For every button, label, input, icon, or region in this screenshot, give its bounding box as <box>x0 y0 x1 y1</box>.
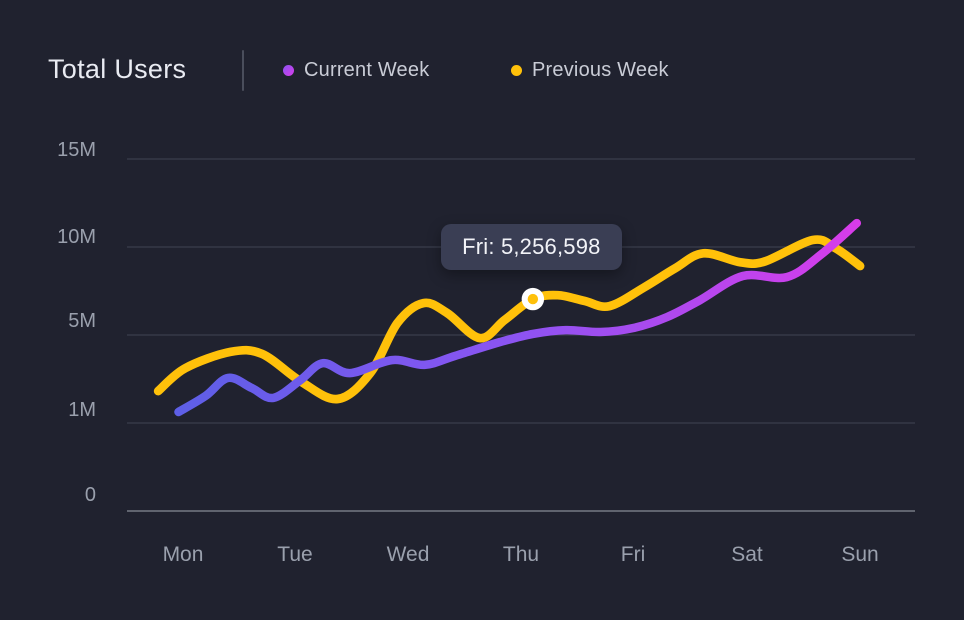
legend-dot-current-week-icon <box>283 65 294 76</box>
current-week-line <box>174 218 862 417</box>
y-tick-15m: 15M <box>57 139 96 161</box>
page-title: Total Users <box>48 54 187 84</box>
x-tick-sun: Sun <box>841 543 879 566</box>
legend-item-current-week[interactable]: Current Week <box>283 58 429 83</box>
x-tick-fri: Fri <box>620 543 646 566</box>
x-tick-sat: Sat <box>731 543 763 566</box>
legend-label-previous-week: Previous Week <box>532 59 669 81</box>
legend-item-previous-week[interactable]: Previous Week <box>511 58 669 83</box>
x-tick-wed: Wed <box>386 543 430 566</box>
legend-label-current-week: Current Week <box>304 59 430 81</box>
x-tick-tue: Tue <box>277 543 313 566</box>
marker-dot-icon <box>527 293 539 305</box>
y-tick-0: 0 <box>84 484 96 506</box>
x-tick-thu: Thu <box>502 543 540 566</box>
y-tick-10m: 10M <box>57 226 96 248</box>
legend-dot-previous-week-icon <box>511 65 522 76</box>
y-tick-1m: 1M <box>68 399 96 421</box>
chart-tooltip: Fri: 5,256,598 <box>440 224 622 271</box>
header-divider <box>242 50 244 91</box>
y-tick-5m: 5M <box>68 310 96 332</box>
x-tick-mon: Mon <box>162 543 204 566</box>
chart-tooltip-text: Fri: 5,256,598 <box>462 234 601 260</box>
